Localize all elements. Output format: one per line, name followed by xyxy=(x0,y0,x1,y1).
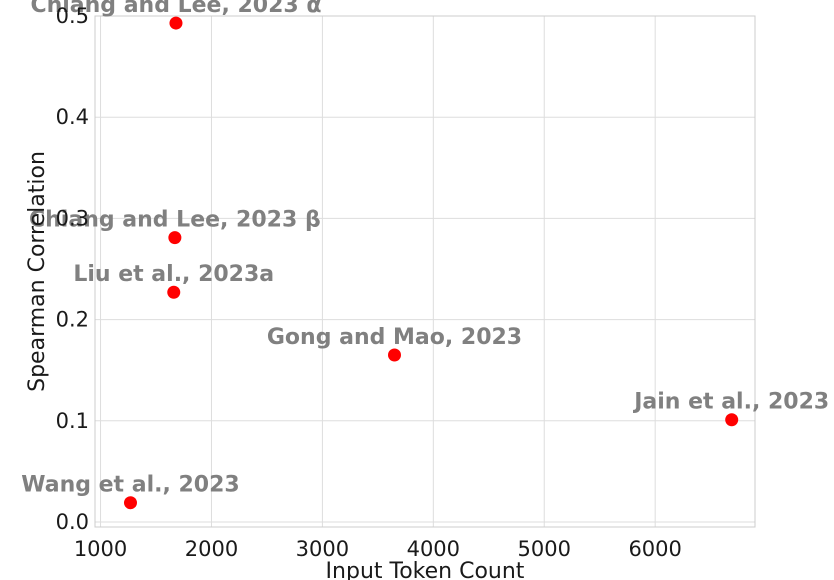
x-axis-label: Input Token Count xyxy=(326,559,525,580)
y-tick-label: 0.0 xyxy=(56,510,89,534)
data-points xyxy=(123,16,739,510)
data-point xyxy=(387,348,401,362)
data-point xyxy=(168,231,182,245)
data-point xyxy=(169,16,183,30)
point-labels: Chiang and Lee, 2023 α Chiang and Lee, 20… xyxy=(21,0,829,498)
x-tick-label: 5000 xyxy=(518,537,571,561)
plot-area xyxy=(94,15,756,528)
y-tick-label: 0.1 xyxy=(56,409,89,433)
data-point xyxy=(123,496,137,510)
data-point-label: Liu et al., 2023a xyxy=(73,262,274,287)
x-tick-label: 1000 xyxy=(74,537,127,561)
data-point-label: Gong and Mao, 2023 xyxy=(267,325,522,350)
y-tick-label: 0.4 xyxy=(56,105,89,129)
x-tick-label: 4000 xyxy=(407,537,460,561)
y-tick-label: 0.3 xyxy=(56,206,89,230)
x-tick-labels: 1000 2000 3000 4000 5000 6000 xyxy=(74,537,682,561)
data-point xyxy=(167,285,181,299)
data-point-label: Wang et al., 2023 xyxy=(21,473,240,498)
y-tick-label: 0.2 xyxy=(56,308,89,332)
y-axis-label: Spearman Correlation xyxy=(25,151,50,392)
y-tick-labels: 0.0 0.1 0.2 0.3 0.4 0.5 xyxy=(56,4,89,534)
x-tick-label: 3000 xyxy=(296,537,349,561)
x-tick-label: 2000 xyxy=(185,537,238,561)
data-point xyxy=(725,413,739,427)
data-point-label: Chiang and Lee, 2023 α xyxy=(30,0,321,18)
data-point-label: Chiang and Lee, 2023 β xyxy=(29,208,321,233)
y-tick-label: 0.5 xyxy=(56,4,89,28)
data-point-label: Jain et al., 2023 xyxy=(632,390,829,415)
x-tick-label: 6000 xyxy=(628,537,681,561)
